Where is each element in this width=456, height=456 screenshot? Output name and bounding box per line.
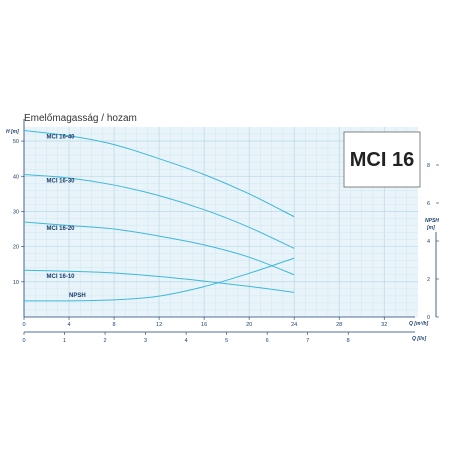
series-label-npsh: NPSH bbox=[69, 293, 86, 299]
y-right-axis-label-top: NPSH bbox=[425, 218, 439, 224]
y-right-tick-label: 2 bbox=[427, 277, 430, 283]
x-bottom-tick-label: 8 bbox=[347, 338, 350, 344]
y-left-tick-label: 30 bbox=[13, 209, 19, 215]
y-right-axis-label-bottom: [m] bbox=[426, 225, 435, 231]
y-left-tick-label: 40 bbox=[13, 174, 19, 180]
grid bbox=[24, 127, 418, 317]
y-right-tick-label: 8 bbox=[427, 163, 430, 169]
model-badge-text: MCI 16 bbox=[350, 149, 414, 171]
x-bottom-tick-label: 5 bbox=[225, 338, 228, 344]
x-top-tick-label: 16 bbox=[201, 322, 207, 328]
chart-title: Emelőmagasság / hozam bbox=[24, 113, 137, 124]
series-line-mci-16-30 bbox=[23, 174, 295, 249]
x-bottom-tick-label: 6 bbox=[266, 338, 269, 344]
series-label-mci-16-30: MCI 16-30 bbox=[47, 179, 76, 185]
x-top-tick-label: 20 bbox=[246, 322, 252, 328]
series-label-mci-16-20: MCI 16-20 bbox=[47, 226, 76, 232]
series-label-mci-16-40: MCI 16-40 bbox=[47, 135, 76, 141]
x-bottom-tick-label: 7 bbox=[306, 338, 309, 344]
model-badge: MCI 16 bbox=[343, 131, 421, 188]
x-top-tick-label: 32 bbox=[381, 322, 387, 328]
y-left-tick-label: 20 bbox=[13, 245, 19, 251]
series-line-mci-16-40 bbox=[23, 130, 295, 218]
series-label-mci-16-10: MCI 16-10 bbox=[47, 274, 76, 280]
x-bottom-tick-label: 0 bbox=[22, 338, 25, 344]
y-right-tick-label: 0 bbox=[427, 315, 430, 321]
series-line-mci-16-20 bbox=[23, 221, 295, 276]
axes bbox=[21, 119, 439, 335]
x-bottom-tick-label: 3 bbox=[144, 338, 147, 344]
y-right-tick-label: 6 bbox=[427, 201, 430, 207]
x-bottom-tick-label: 1 bbox=[63, 338, 66, 344]
x-top-tick-label: 8 bbox=[113, 322, 116, 328]
y-left-tick-label: 50 bbox=[13, 139, 19, 145]
x-bottom-tick-label: 4 bbox=[185, 338, 188, 344]
series-line-mci-16-10 bbox=[23, 269, 295, 293]
y-left-axis-label: H [m] bbox=[6, 129, 19, 135]
x-top-tick-label: 28 bbox=[336, 322, 342, 328]
x-top-tick-label: 0 bbox=[22, 322, 25, 328]
x-bottom-tick-label: 2 bbox=[104, 338, 107, 344]
curves bbox=[23, 130, 295, 302]
x-top-tick-label: 12 bbox=[156, 322, 162, 328]
x-top-axis-label: Q [m³/h] bbox=[409, 321, 428, 327]
y-left-tick-label: 10 bbox=[13, 280, 19, 286]
x-top-tick-label: 24 bbox=[291, 322, 297, 328]
series-line-npsh bbox=[23, 257, 295, 302]
model-badge-box bbox=[343, 131, 421, 188]
x-top-tick-label: 4 bbox=[67, 322, 70, 328]
x-bottom-axis-label: Q [l/s] bbox=[412, 336, 427, 342]
y-right-tick-label: 4 bbox=[427, 239, 430, 245]
